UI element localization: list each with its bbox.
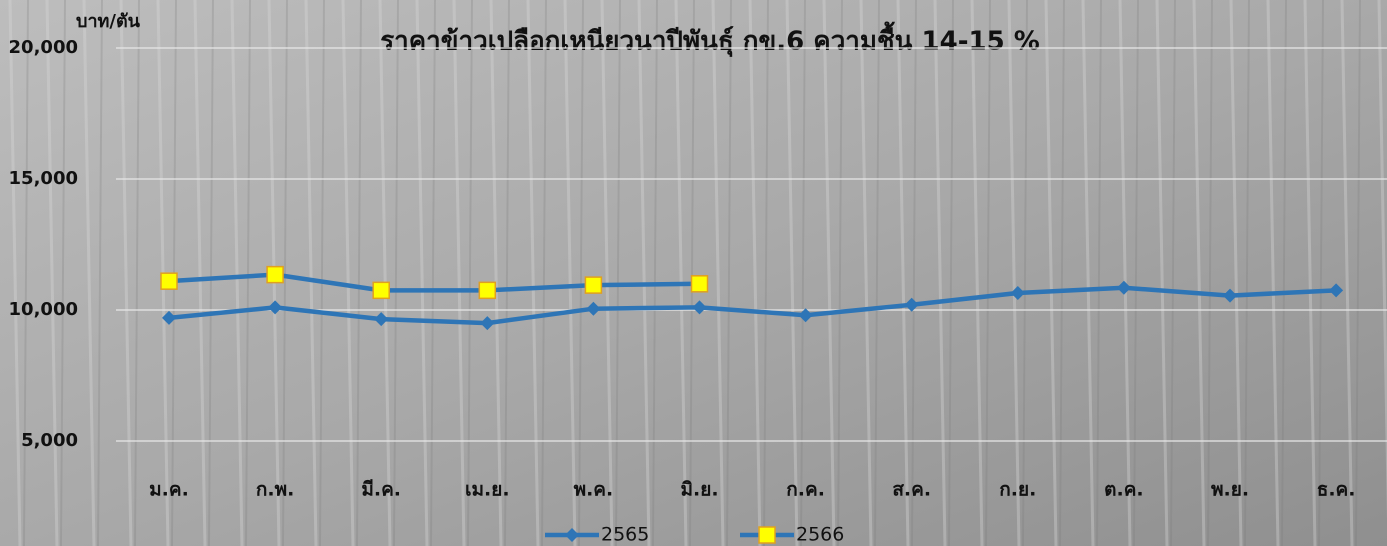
data-point — [374, 312, 389, 327]
data-point — [904, 297, 919, 312]
chart-title: ราคาข้าวเปลือกเหนียวนาปีพันธุ์ กข.6 ความ… — [380, 21, 1040, 58]
x-tick-label: มิ.ย. — [680, 479, 718, 501]
data-point — [586, 301, 601, 316]
legend-marker — [565, 528, 579, 542]
data-point — [480, 316, 495, 331]
y-tick-label: 5,000 — [21, 430, 78, 451]
y-tick-label: 15,000 — [9, 168, 78, 189]
x-tick-label: พ.ย. — [1211, 479, 1249, 501]
data-point — [1223, 288, 1237, 303]
x-tick-label: ก.ค. — [786, 479, 825, 501]
x-tick-label: ธ.ค. — [1317, 479, 1356, 501]
x-tick-label: เม.ย. — [465, 479, 510, 501]
x-tick-label: ต.ค. — [1104, 479, 1143, 501]
data-point — [268, 300, 283, 315]
data-point — [478, 281, 497, 300]
data-point — [798, 308, 813, 323]
data-point — [160, 272, 178, 290]
legend-label: 2565 — [601, 524, 649, 546]
data-point — [692, 300, 707, 315]
data-point — [372, 281, 390, 300]
data-point — [1116, 280, 1131, 295]
x-tick-label: พ.ค. — [574, 479, 614, 501]
data-point — [690, 275, 709, 293]
series-line — [168, 272, 700, 293]
x-tick-label: ม.ค. — [149, 479, 189, 501]
x-tick-label: ก.ย. — [999, 479, 1036, 501]
series-line — [168, 285, 1337, 326]
legend-label: 2566 — [796, 524, 844, 546]
data-point — [162, 310, 176, 325]
data-point — [1329, 283, 1344, 298]
y-axis-label: บาท/ตัน — [76, 11, 141, 32]
data-point — [1010, 285, 1025, 300]
x-tick-label: ก.พ. — [256, 479, 294, 501]
y-tick-label: 20,000 — [9, 37, 78, 58]
x-tick-label: ส.ค. — [892, 479, 931, 501]
y-tick-label: 10,000 — [9, 299, 78, 320]
data-point — [584, 276, 603, 294]
x-tick-label: มี.ค. — [361, 479, 401, 501]
data-point — [266, 265, 284, 284]
legend-marker — [758, 526, 776, 544]
